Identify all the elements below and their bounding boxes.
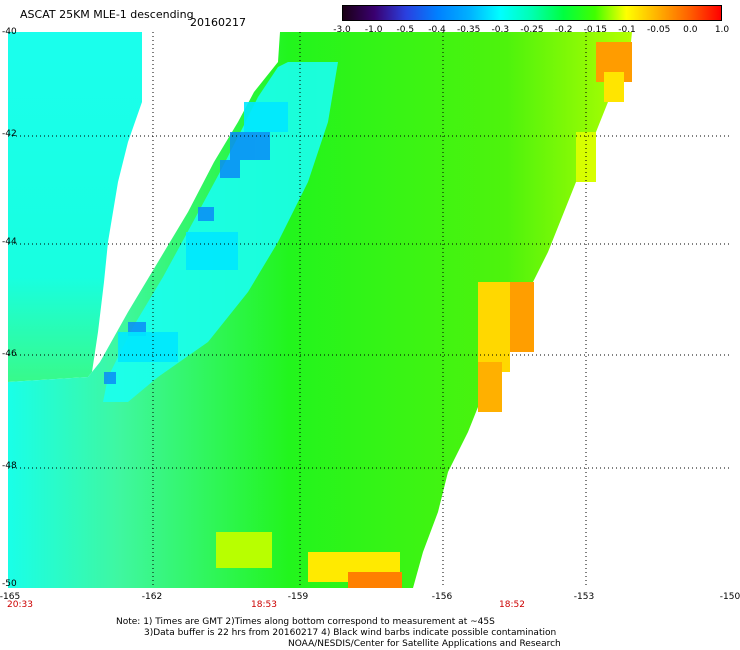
scale-label: 0.0: [683, 25, 698, 35]
longitude-label: -150: [719, 592, 740, 602]
product-date: 20160217: [190, 16, 246, 29]
scale-label: -0.1: [618, 25, 636, 35]
color-scale-bar: [342, 5, 722, 21]
scale-label: -0.35: [457, 25, 481, 35]
time-label-middle: 18:53: [251, 600, 277, 610]
grid-lines: [8, 32, 730, 588]
scale-label: -0.5: [396, 25, 415, 35]
latitude-label: -48: [2, 461, 17, 471]
scale-label: -3.0: [333, 25, 351, 35]
cyan-patches: [118, 102, 288, 362]
latitude-label: -46: [2, 349, 17, 359]
product-title: ASCAT 25KM MLE-1 descending: [20, 8, 194, 21]
longitude-label: -153: [573, 592, 595, 602]
longitude-label: -162: [141, 592, 163, 602]
map-title: ASCAT 25KM MLE-1 descending 20160217: [20, 8, 246, 29]
left-swath: [8, 32, 142, 382]
note-line-3: NOAA/NESDIS/Center for Satellite Applica…: [288, 639, 561, 649]
scale-label: -0.25: [520, 25, 544, 35]
longitude-label: -159: [287, 592, 309, 602]
main-swath: [8, 32, 632, 588]
latitude-label: -40: [2, 27, 17, 37]
wind-map: [8, 32, 730, 588]
longitude-label: -156: [431, 592, 453, 602]
scale-label: -0.05: [647, 25, 671, 35]
scale-label: -0.15: [583, 25, 607, 35]
note-line-2: 3)Data buffer is 22 hrs from 20160217 4)…: [144, 628, 557, 638]
time-label-right: 18:52: [499, 600, 525, 610]
latitude-label: -50: [2, 579, 17, 589]
longitude-label: -165: [0, 592, 21, 602]
scale-label: -0.3: [491, 25, 510, 35]
time-label-left: 20:33: [7, 600, 33, 610]
latitude-label: -42: [2, 129, 17, 139]
scale-label: -1.0: [364, 25, 383, 35]
scale-label: -0.4: [428, 25, 446, 35]
warm-patches: [216, 42, 632, 588]
latitude-label: -44: [2, 237, 17, 247]
scale-label: 1.0: [714, 25, 730, 35]
scale-label: -0.2: [554, 25, 573, 35]
note-line-1: Note: 1) Times are GMT 2)Times along bot…: [116, 617, 495, 627]
